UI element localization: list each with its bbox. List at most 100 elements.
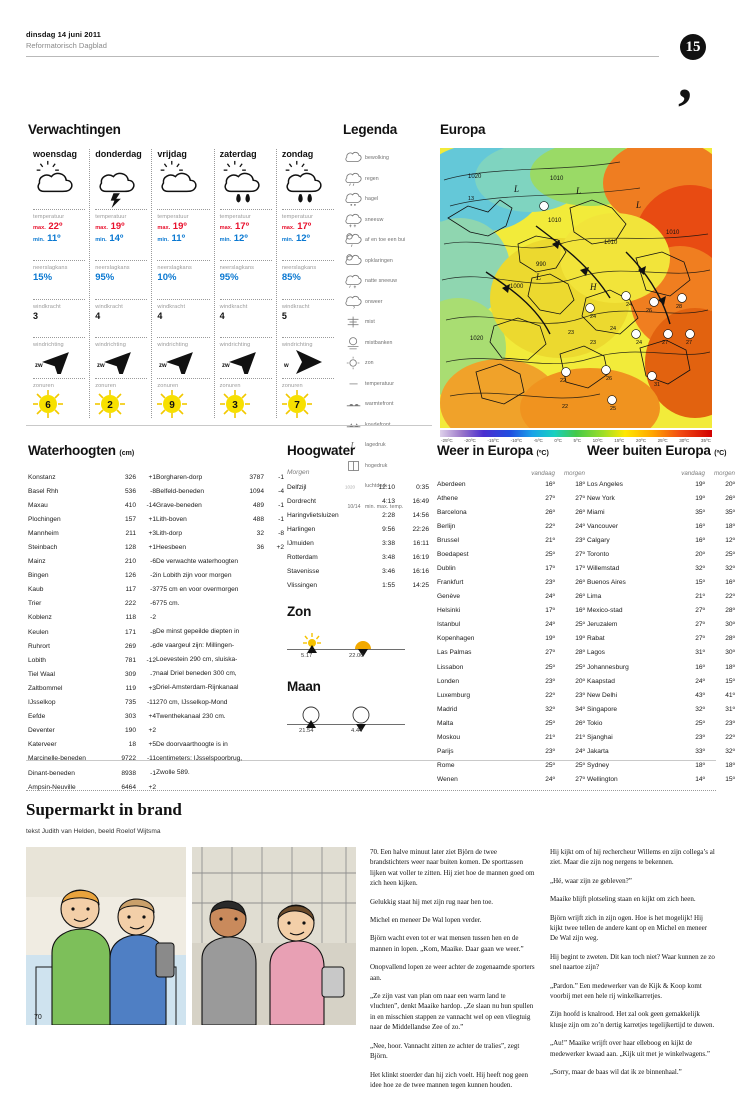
svg-text:zw: zw	[222, 363, 230, 369]
water-level-station: Steinbach	[28, 544, 58, 552]
water-level-row: Trier 222 -6	[28, 597, 156, 611]
svg-text:6: 6	[45, 400, 51, 411]
svg-text:26: 26	[646, 308, 652, 314]
forecast-day-column: zondag temperatuur max. 17º min. 12º nee…	[275, 149, 338, 418]
city-temp-tomorrow: 18º	[575, 480, 585, 488]
city-name: Lima	[587, 593, 602, 601]
city-temp-tomorrow: 12º	[725, 536, 735, 544]
forecast-precip-label: neerslagkans	[95, 265, 130, 271]
forecast-winddir-label: windrichting	[281, 342, 313, 348]
sun-icon	[343, 355, 365, 371]
city-temp-today: 25º	[545, 663, 555, 671]
svg-text:H: H	[589, 282, 597, 292]
weather-outside-europe-section: Weer buiten Europa (ºC) vandaag morgen L…	[587, 443, 735, 787]
high-tide-time-2: 22:26	[412, 525, 429, 533]
city-temp-today: 32º	[695, 565, 705, 572]
moonrise-marker-icon	[306, 720, 316, 728]
section-divider-top-left	[26, 425, 432, 426]
water-level-row: Basel Rhh 536 -8	[28, 484, 156, 498]
water-level-row: Zaltbommel 119 +3	[28, 681, 156, 695]
water-level-value: 3787	[249, 473, 264, 481]
city-temperature-row: Lagos 31º 30º	[587, 646, 735, 660]
article-paragraph: Hij kijkt om of hij rechercheur Willems …	[550, 848, 715, 867]
water-level-station: Maxau	[28, 501, 48, 509]
svg-text:zw: zw	[35, 363, 43, 369]
city-name: Kopenhagen	[437, 635, 475, 643]
svg-text:27: 27	[686, 340, 692, 346]
forecast-max-temp: max. 22º	[33, 221, 63, 232]
city-name: Johannesburg	[587, 663, 629, 671]
forecast-windforce-value: 5	[281, 311, 287, 321]
city-name: Frankfurt	[437, 579, 464, 587]
moon-title: Maan	[287, 679, 321, 694]
water-level-note-line: 270 cm, IJsselkop-Mond	[156, 698, 228, 706]
water-level-note-line: Twenthekanaal 230 cm.	[156, 712, 226, 720]
city-temp-today: 19º	[695, 480, 705, 488]
legend-item: mistbanken	[343, 333, 438, 354]
high-tide-section: Hoogwater Morgen Delfzijl 12:10 0:35 Dor…	[287, 443, 429, 593]
water-level-station: IJsselkop	[28, 699, 56, 707]
city-temp-tomorrow: 16º	[575, 607, 585, 615]
water-level-row: Lith-dorp 32 -8	[156, 526, 284, 540]
city-temperature-row: Moskou 21º 21º	[437, 730, 585, 744]
city-temperature-row: Kaapstad 24º 15º	[587, 674, 735, 688]
wind-direction-arrow-icon: zw	[95, 349, 147, 375]
sun-hours-icon: 7	[281, 390, 334, 418]
forecast-sunhours-label: zonuren	[281, 383, 303, 389]
city-temp-tomorrow: 25º	[575, 621, 585, 629]
legend-item: warmtefront	[343, 394, 438, 415]
city-temperature-row: New Delhi 43º 41º	[587, 688, 735, 702]
water-level-delta: -2	[150, 572, 156, 580]
svg-text:26: 26	[606, 376, 612, 382]
forecast-max-temp: max. 17º	[281, 221, 312, 232]
city-temp-tomorrow: 26º	[575, 508, 585, 516]
city-temp-tomorrow: 26º	[725, 494, 735, 502]
water-level-value: 488	[252, 515, 264, 523]
city-temperature-row: Miami 35º 35º	[587, 505, 735, 519]
city-temp-today: 17º	[545, 607, 555, 615]
city-name: Brussel	[437, 536, 459, 544]
city-temperature-row: Malta 25º 26º	[437, 716, 585, 730]
legend-item-label: warmtefront	[365, 401, 394, 408]
europe-map-title: Europa	[440, 122, 486, 137]
city-name: Dublin	[437, 565, 456, 572]
legend-item-label: bewolking	[365, 155, 389, 162]
city-temp-today: 20º	[695, 550, 705, 558]
forecast-temp-label: temperatuur	[281, 214, 314, 220]
water-level-delta: +2	[148, 727, 156, 735]
city-temperature-row: Kopenhagen 19º 19º	[437, 632, 585, 646]
forecast-min-temp: min. 12º	[281, 233, 310, 244]
forecast-min-temp: min. 11º	[157, 233, 186, 244]
sun-hours-icon: 9	[157, 390, 209, 418]
legend-item: hagel	[343, 189, 438, 210]
city-name: Madrid	[437, 705, 458, 713]
city-temperature-row: Brussel 21º 23º	[437, 533, 585, 547]
clearing-icon	[343, 253, 365, 269]
city-name: Singapore	[587, 705, 618, 713]
city-name: Los Angeles	[587, 480, 623, 488]
water-levels-column-left: Konstanz 326 +1 Basel Rhh 536 -8 Maxau 4…	[28, 470, 156, 794]
svg-text:1020: 1020	[468, 174, 482, 180]
temperature-icon	[343, 376, 365, 392]
fogbank-icon	[343, 335, 365, 351]
weather-outside-europe-unit: (ºC)	[714, 450, 727, 457]
city-temperature-row: Las Palmas 27º 28º	[437, 646, 585, 660]
water-level-delta: +1	[148, 473, 156, 481]
city-temp-tomorrow: 27º	[575, 494, 585, 502]
high-tide-row: Delfzijl 12:10 0:35	[287, 480, 429, 494]
water-level-delta: -11	[146, 755, 156, 763]
city-name: Genève	[437, 593, 461, 601]
city-temperature-row: Rome 25º 25º	[437, 759, 585, 773]
city-temp-tomorrow: 22º	[725, 593, 735, 601]
city-temp-tomorrow: 30º	[725, 621, 735, 629]
wind-direction-arrow-icon: zw	[220, 349, 272, 375]
water-level-row: Katerveer 18 +5	[28, 738, 156, 752]
map-scale-ticks: -25ºC -20ºC -15ºC -10ºC -5ºC 0ºC 5ºC 10ºC 15ºC 20…	[440, 438, 712, 443]
water-level-value: 6464	[121, 783, 136, 791]
water-level-delta: -1	[150, 769, 156, 777]
legend-title: Legenda	[343, 122, 398, 137]
forecast-min-temp: min. 11º	[33, 233, 61, 244]
high-tide-time-2: 16:16	[412, 568, 429, 576]
city-temp-tomorrow: 16º	[725, 579, 735, 587]
water-level-value: 222	[124, 600, 136, 608]
